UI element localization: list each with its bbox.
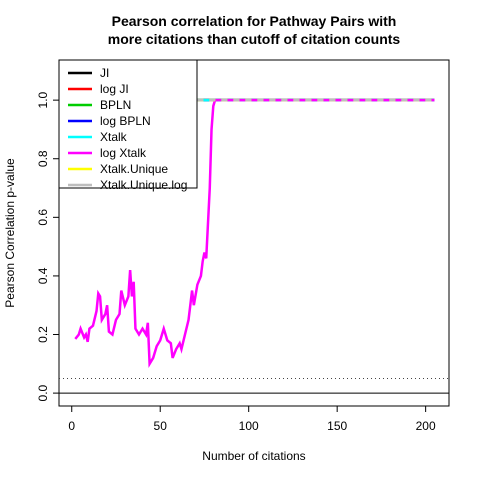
plot-frame [58, 59, 450, 407]
chart-title: Pearson correlation for Pathway Pairs wi… [112, 13, 397, 29]
x-tick-label: 150 [327, 419, 347, 433]
legend-box [58, 59, 198, 189]
legend-label: log JI [100, 82, 129, 96]
chart-title: more citations than cutoff of citation c… [108, 31, 401, 47]
x-tick-label: 50 [154, 419, 168, 433]
y-axis-label: Pearson Correlation p-value [3, 158, 17, 308]
x-tick-label: 100 [239, 419, 259, 433]
y-tick-label: 0.4 [36, 267, 50, 284]
y-tick-label: 0.0 [36, 384, 50, 401]
legend-label: log Xtalk [100, 146, 147, 160]
y-tick-label: 0.2 [36, 326, 50, 343]
legend-label: BPLN [100, 98, 131, 112]
x-tick-label: 0 [68, 419, 75, 433]
legend-label: Xtalk.Unique.log [100, 178, 187, 192]
y-tick-label: 1.0 [36, 91, 50, 108]
legend-label: JI [100, 66, 109, 80]
x-axis-label: Number of citations [202, 449, 305, 463]
y-tick-label: 0.6 [36, 209, 50, 226]
legend-label: Xtalk.Unique [100, 162, 168, 176]
series-line [74, 98, 435, 369]
legend-label: log BPLN [100, 114, 151, 128]
y-tick-label: 0.8 [36, 150, 50, 167]
legend-label: Xtalk [100, 130, 128, 144]
x-tick-label: 200 [416, 419, 436, 433]
